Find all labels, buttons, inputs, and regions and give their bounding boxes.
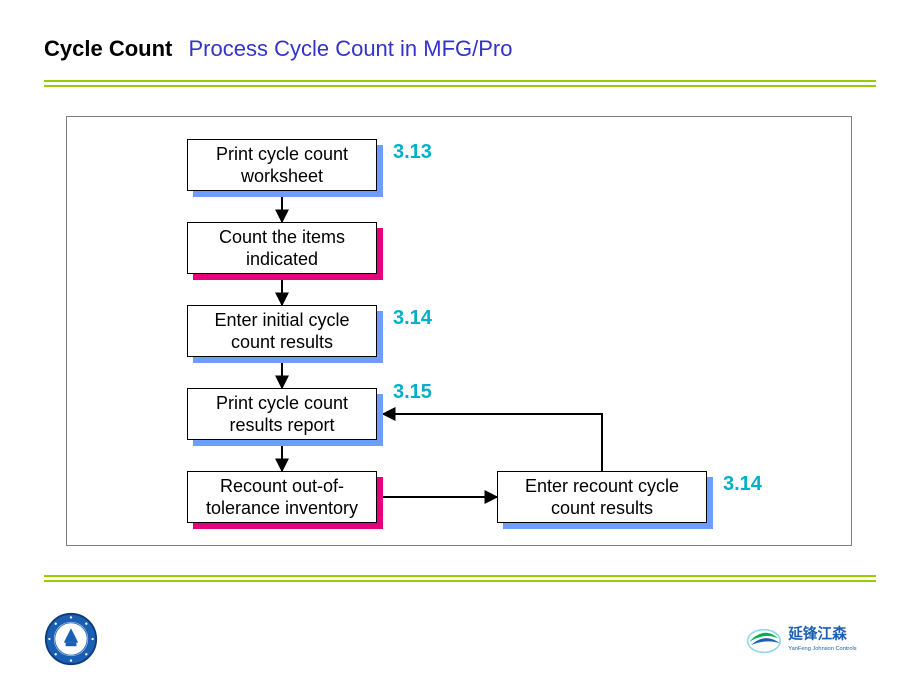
ref-label: 3.14 bbox=[723, 473, 762, 496]
node-box: Enter initial cycle count results bbox=[187, 305, 377, 357]
flowchart-node: Print cycle count worksheet bbox=[187, 139, 377, 191]
node-box: Count the items indicated bbox=[187, 222, 377, 274]
flowchart-node: Enter initial cycle count results bbox=[187, 305, 377, 357]
node-box: Enter recount cycle count results bbox=[497, 471, 707, 523]
divider-line bbox=[44, 580, 876, 582]
node-box: Print cycle count results report bbox=[187, 388, 377, 440]
footer-divider bbox=[44, 575, 876, 585]
node-label: Print cycle count worksheet bbox=[194, 143, 370, 188]
ref-label: 3.14 bbox=[393, 307, 432, 330]
title-sub: Process Cycle Count in MFG/Pro bbox=[188, 36, 512, 61]
svg-text:YanFeng Johnson Controls: YanFeng Johnson Controls bbox=[788, 646, 856, 652]
node-label: Print cycle count results report bbox=[194, 392, 370, 437]
divider-line bbox=[44, 85, 876, 87]
node-label: Recount out-of-tolerance inventory bbox=[194, 475, 370, 520]
ref-label: 3.15 bbox=[393, 381, 432, 404]
flowchart-node: Count the items indicated bbox=[187, 222, 377, 274]
arrow bbox=[383, 414, 602, 471]
college-seal-logo bbox=[44, 612, 98, 666]
divider-line bbox=[44, 575, 876, 577]
ref-label: 3.13 bbox=[393, 141, 432, 164]
title-main: Cycle Count bbox=[44, 36, 172, 61]
page-title: Cycle Count Process Cycle Count in MFG/P… bbox=[44, 36, 512, 62]
node-label: Enter initial cycle count results bbox=[194, 309, 370, 354]
header-divider bbox=[44, 80, 876, 90]
node-label: Enter recount cycle count results bbox=[504, 475, 700, 520]
node-box: Recount out-of-tolerance inventory bbox=[187, 471, 377, 523]
flowchart-frame: Print cycle count worksheet Count the ite… bbox=[66, 116, 852, 546]
node-box: Print cycle count worksheet bbox=[187, 139, 377, 191]
node-label: Count the items indicated bbox=[194, 226, 370, 271]
flowchart-node: Enter recount cycle count results bbox=[497, 471, 707, 523]
divider-line bbox=[44, 80, 876, 82]
flowchart-node: Recount out-of-tolerance inventory bbox=[187, 471, 377, 523]
yanfeng-johnson-logo: 延锋江森 YanFeng Johnson Controls bbox=[746, 620, 876, 662]
logo-right-text: 延锋江森 bbox=[787, 625, 847, 643]
flowchart-node: Print cycle count results report bbox=[187, 388, 377, 440]
